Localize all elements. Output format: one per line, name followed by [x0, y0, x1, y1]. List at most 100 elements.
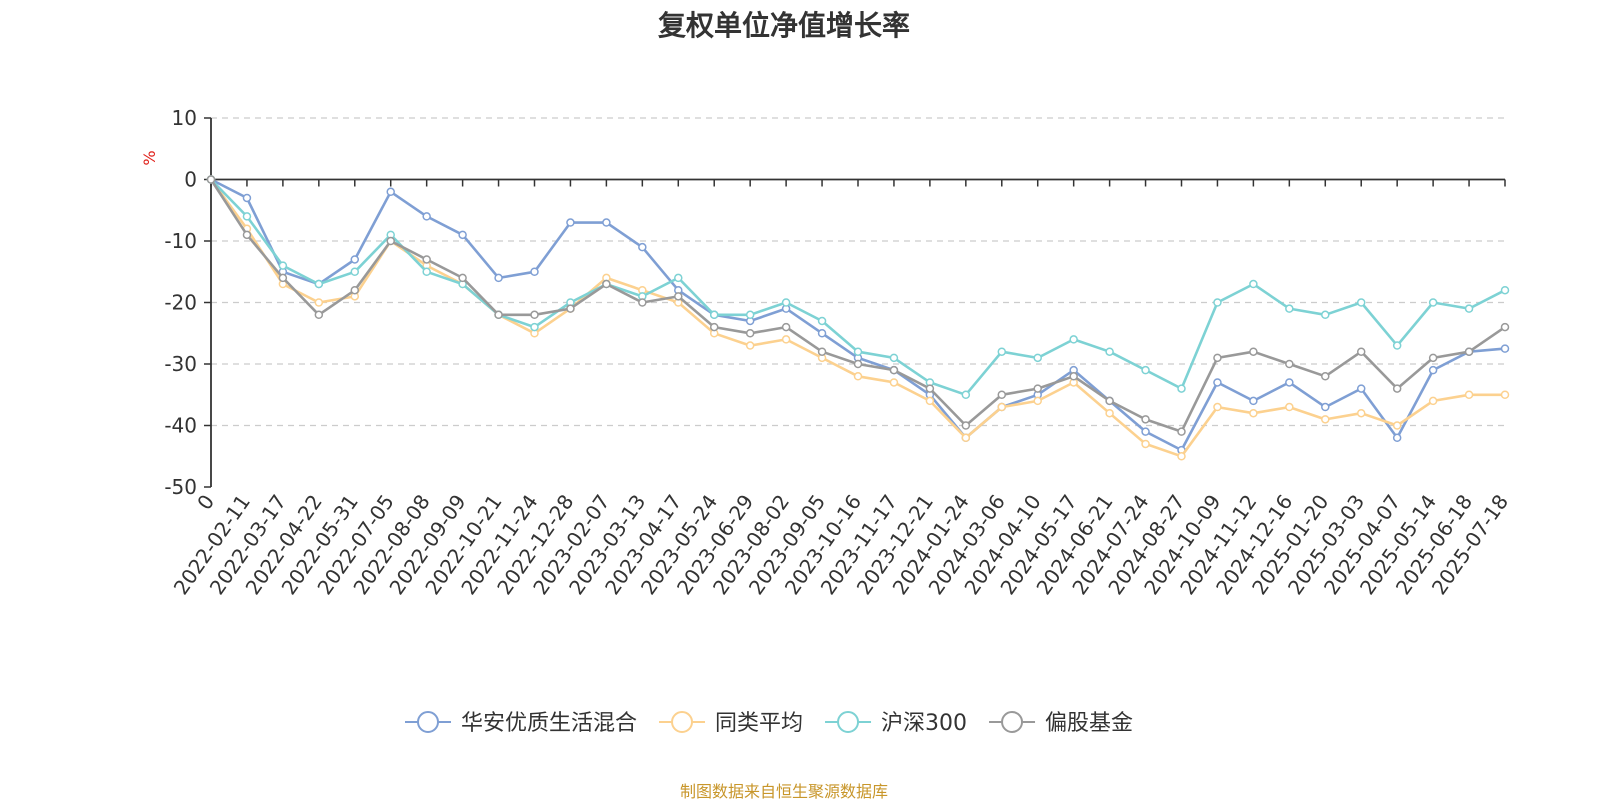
series-point: [961, 433, 971, 443]
series-point: [925, 384, 935, 393]
series-point: [1105, 408, 1114, 418]
series-point: [1213, 353, 1222, 363]
series-point: [1105, 396, 1114, 406]
series-point: [1428, 396, 1438, 406]
legend-marker: [671, 711, 694, 733]
series-point: [1285, 359, 1294, 369]
series-point: [422, 212, 431, 221]
series-point: [1033, 353, 1042, 363]
series-point: [1141, 439, 1150, 449]
series-line: [209, 178, 1505, 458]
series-point: [1141, 427, 1150, 436]
series-point: [781, 335, 791, 344]
series-point: [889, 378, 899, 387]
legend-label: 华安优质生活混合: [461, 711, 637, 736]
series-point: [674, 273, 683, 283]
series-point: [1141, 415, 1150, 424]
series-point: [314, 310, 324, 320]
y-tick-label: -10: [164, 229, 197, 253]
series-point: [422, 267, 431, 276]
series-point: [1249, 347, 1258, 356]
series-point: [1464, 347, 1474, 356]
series-point: [314, 298, 324, 307]
series-point: [1464, 390, 1474, 399]
series-point: [745, 329, 755, 338]
series-point: [278, 273, 288, 283]
series-point: [1321, 310, 1330, 320]
series-point: [350, 285, 360, 295]
series-point: [997, 347, 1007, 356]
series-point: [1356, 408, 1366, 418]
series-point: [530, 322, 539, 332]
series-point: [1321, 372, 1330, 381]
legend-label: 同类平均: [715, 711, 803, 736]
series-point: [1500, 344, 1510, 353]
series-point: [350, 267, 360, 276]
series-point: [853, 372, 863, 381]
series-point: [566, 304, 575, 313]
legend-marker: [837, 711, 860, 733]
legend-marker: [417, 711, 439, 733]
y-tick-label: -40: [164, 414, 197, 438]
data-source-note: 制图数据来自恒生聚源数据库: [679, 782, 888, 801]
series-point: [1141, 365, 1150, 375]
series-point: [1249, 408, 1258, 418]
series-point: [1033, 396, 1042, 406]
series-point: [674, 292, 683, 301]
series-point: [386, 187, 395, 197]
y-tick-label: -30: [164, 352, 197, 376]
series-point: [817, 329, 827, 338]
series-point: [566, 218, 575, 227]
series-point: [1285, 402, 1294, 412]
series-point: [1213, 402, 1222, 412]
series-point: [1285, 304, 1294, 313]
y-axis-unit-label: %: [140, 150, 159, 165]
series-point: [1356, 384, 1366, 393]
series-point: [1321, 415, 1330, 424]
series-point: [638, 242, 647, 252]
series-point: [709, 322, 719, 332]
legend-item: 华安优质生活混合: [405, 711, 637, 736]
series-point: [422, 255, 431, 264]
series-point: [350, 255, 360, 264]
legend-item: 沪深300: [825, 711, 967, 736]
y-tick-label: -20: [164, 291, 197, 315]
series-point: [314, 279, 324, 289]
series-point: [1392, 384, 1402, 393]
series-point: [386, 236, 395, 246]
series-lines: [206, 175, 1510, 461]
series-point: [638, 298, 647, 307]
chart-title: 复权单位净值增长率: [657, 9, 910, 42]
series-point: [781, 298, 791, 307]
series-point: [602, 279, 611, 289]
series-point: [494, 310, 503, 320]
series-point: [1356, 298, 1366, 307]
series-point: [1177, 427, 1186, 436]
series-point: [1500, 322, 1510, 332]
legend-marker: [1001, 711, 1024, 733]
series-point: [925, 396, 935, 406]
series-point: [1392, 421, 1402, 430]
series-point: [1105, 347, 1114, 356]
series-point: [889, 365, 899, 375]
series-point: [1392, 341, 1402, 350]
series-point: [745, 341, 755, 350]
series-point: [1249, 279, 1258, 289]
series-point: [1069, 335, 1078, 344]
series-point: [458, 273, 467, 283]
series-point: [1213, 378, 1222, 387]
series-point: [206, 175, 216, 184]
series-point: [1177, 452, 1186, 461]
series-point: [1428, 298, 1438, 307]
series-point: [709, 310, 719, 320]
series-point: [1500, 390, 1510, 399]
series-point: [458, 230, 467, 240]
series-point: [745, 310, 755, 320]
series-point: [530, 267, 539, 276]
series-point: [1285, 378, 1294, 387]
series-point: [242, 230, 252, 240]
series-point: [853, 347, 863, 356]
series-point: [1356, 347, 1366, 356]
series-point: [530, 310, 539, 320]
